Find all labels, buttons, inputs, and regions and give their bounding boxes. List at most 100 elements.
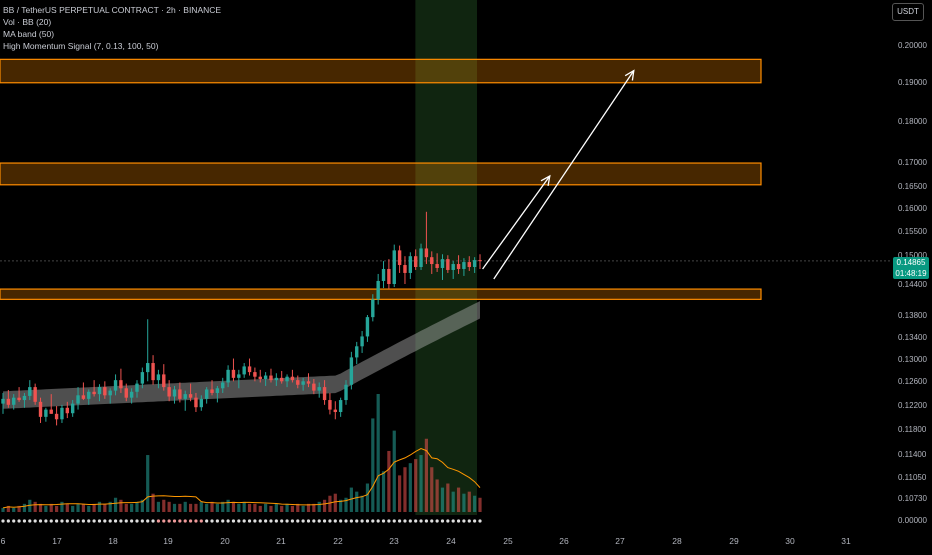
volume-bar	[419, 455, 423, 512]
signal-dot	[6, 519, 10, 523]
volume-bar	[456, 487, 461, 512]
candle-body	[478, 260, 482, 262]
signal-dot	[199, 519, 203, 523]
volume-bar	[414, 459, 418, 512]
signal-dot	[156, 519, 161, 523]
x-axis-tick-label: 27	[615, 536, 625, 546]
candle-body	[17, 397, 21, 401]
y-axis-tick-label: 0.16500	[898, 182, 927, 191]
signal-dot	[398, 519, 402, 523]
candle-body	[124, 388, 128, 398]
signal-dot	[113, 519, 118, 523]
candle	[129, 388, 134, 404]
volume-bar	[210, 501, 214, 512]
volume-bar	[360, 495, 364, 512]
candle-body	[226, 369, 230, 383]
candle	[376, 273, 380, 305]
volume-bar	[12, 507, 16, 512]
volume-bar	[103, 503, 107, 512]
candle-body	[430, 257, 434, 265]
candle	[285, 374, 289, 388]
volume-bar	[355, 491, 359, 512]
candle	[54, 406, 59, 426]
signal-dot	[33, 519, 37, 523]
volume-bar	[172, 503, 177, 512]
y-axis-tick-label: 0.00000	[898, 516, 927, 525]
volume-bar	[301, 505, 305, 512]
candle	[279, 370, 284, 384]
candle-body	[328, 400, 332, 410]
signal-dot	[49, 519, 53, 523]
volume-bar	[381, 471, 386, 512]
candle-body	[210, 389, 214, 393]
x-axis-tick-label: 24	[446, 536, 456, 546]
candle-body	[97, 387, 102, 395]
x-axis-tick-label: 6	[1, 536, 6, 546]
candle	[135, 380, 139, 398]
candle-body	[365, 317, 370, 337]
projection-arrow	[493, 70, 635, 280]
candle-body	[92, 391, 96, 395]
signal-dot	[92, 519, 96, 523]
candle	[301, 377, 305, 391]
last-price-value: 0.14865	[896, 258, 926, 267]
currency-unit-button[interactable]: USDT	[892, 3, 924, 21]
volume-bar	[167, 501, 171, 512]
signal-dot	[306, 519, 311, 523]
signal-dot	[210, 519, 214, 523]
signal-dot	[135, 519, 139, 523]
indicator-momentum[interactable]: High Momentum Signal (7, 0.13, 100, 50)	[3, 41, 159, 51]
volume-bar	[253, 503, 257, 512]
signal-dot	[231, 519, 236, 523]
volume-bar	[478, 497, 482, 512]
signal-dot	[430, 519, 434, 523]
volume-bar	[387, 450, 391, 512]
projection-arrow	[482, 175, 551, 270]
volume-bar	[408, 463, 412, 512]
volume-bar	[60, 501, 64, 512]
signal-dot	[242, 519, 246, 523]
volume-bar	[22, 503, 27, 512]
volume-bar	[87, 505, 91, 512]
volume-bar	[237, 503, 241, 512]
signal-dot	[97, 519, 102, 523]
candle	[328, 392, 332, 415]
signal-dot	[344, 519, 348, 523]
candle	[172, 385, 177, 404]
candle-body	[440, 259, 445, 268]
signal-dot	[478, 519, 482, 523]
signal-dot	[221, 519, 225, 523]
volume-bar	[446, 483, 450, 512]
candle	[103, 381, 107, 399]
volume-bar	[156, 501, 161, 512]
candle-body	[135, 383, 139, 392]
candle-body	[199, 398, 204, 408]
signal-dot	[392, 519, 396, 523]
candle-body	[231, 369, 236, 378]
candle	[263, 372, 268, 386]
volume-bar	[376, 394, 380, 512]
candle-body	[44, 409, 48, 417]
volume-bar	[81, 503, 85, 512]
candle	[413, 249, 418, 270]
x-axis-tick-label: 17	[52, 536, 62, 546]
volume-bar	[130, 503, 134, 512]
candle	[242, 363, 246, 378]
signal-dot	[280, 519, 284, 523]
signal-dot	[22, 519, 27, 523]
candle	[204, 387, 209, 404]
signal-dot	[360, 519, 364, 523]
signal-dot	[205, 519, 209, 523]
volume-bar	[140, 499, 144, 512]
candle	[355, 341, 359, 365]
indicator-ma-band[interactable]: MA band (50)	[3, 29, 55, 39]
candle	[258, 369, 262, 383]
indicator-volume[interactable]: Vol · BB (20)	[3, 17, 52, 27]
candle	[199, 395, 204, 411]
y-axis-tick-label: 0.18000	[898, 117, 927, 126]
candle-body	[424, 248, 429, 258]
candle	[97, 384, 102, 402]
candle	[231, 358, 236, 382]
